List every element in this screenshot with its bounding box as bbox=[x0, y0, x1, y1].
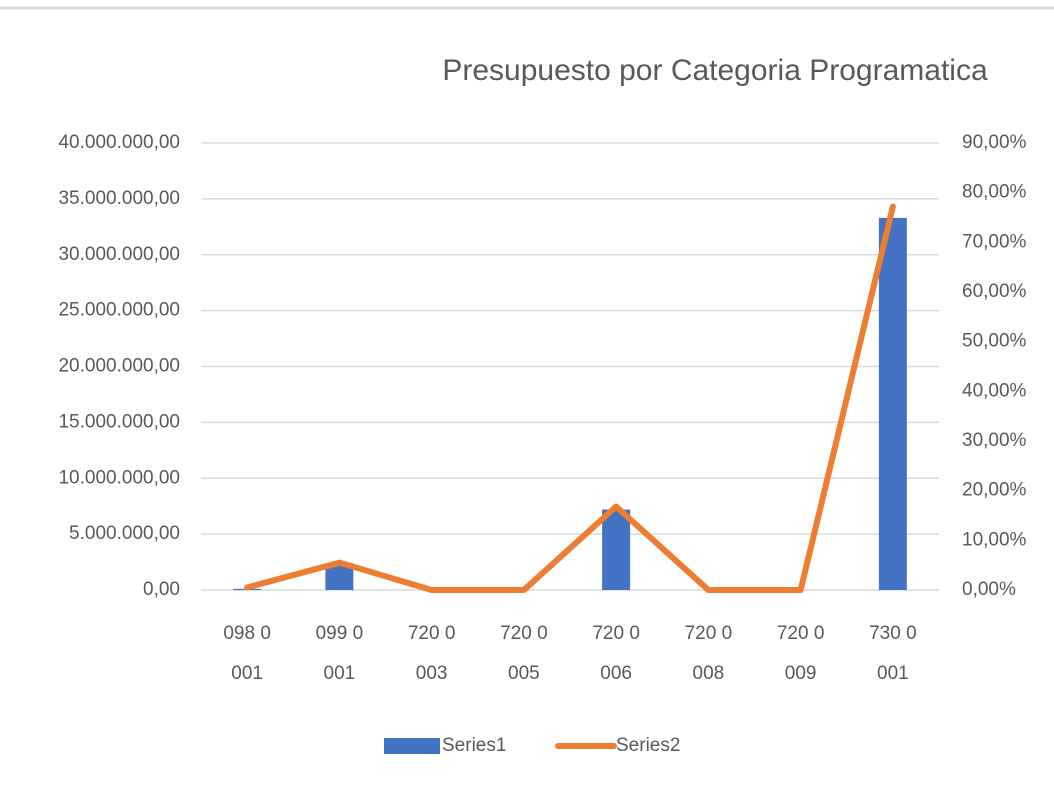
y-tick-label: 35.000.000,00 bbox=[58, 188, 180, 209]
y2-tick-label: 70,00% bbox=[962, 231, 1027, 252]
legend-label: Series1 bbox=[442, 735, 506, 756]
line bbox=[244, 203, 896, 593]
y-tick-label: 40.000.000,00 bbox=[58, 132, 180, 153]
y2-tick-label: 10,00% bbox=[962, 529, 1027, 550]
bar bbox=[602, 509, 631, 590]
y-tick-label: 25.000.000,00 bbox=[58, 300, 180, 321]
legend-swatch bbox=[384, 738, 440, 754]
x-tick-label: 720 0 009 bbox=[777, 623, 825, 684]
x-tick-label: 099 0 001 bbox=[316, 623, 364, 684]
y2-tick-label: 50,00% bbox=[962, 331, 1027, 352]
y2-tick-label: 60,00% bbox=[962, 281, 1027, 302]
y-tick-label: 15.000.000,00 bbox=[58, 411, 180, 432]
x-tick-label: 720 0 005 bbox=[500, 623, 548, 684]
x-tick-label: 098 0 001 bbox=[223, 623, 271, 684]
y-tick-label: 5.000.000,00 bbox=[69, 523, 180, 544]
bar bbox=[878, 217, 907, 590]
chart-title: Presupuesto por Categoria Programatica bbox=[442, 54, 988, 87]
y2-tick-label: 90,00% bbox=[962, 132, 1027, 153]
y2-tick-label: 40,00% bbox=[962, 380, 1027, 401]
y-tick-label: 10.000.000,00 bbox=[58, 467, 180, 488]
x-tick-label: 720 0 008 bbox=[685, 623, 733, 684]
x-tick-label: 720 0 003 bbox=[408, 623, 456, 684]
x-tick-label: 720 0 006 bbox=[592, 623, 640, 684]
y2-tick-label: 20,00% bbox=[962, 480, 1027, 501]
y2-tick-label: 0,00% bbox=[962, 579, 1016, 600]
y-tick-label: 20.000.000,00 bbox=[58, 356, 180, 377]
y-tick-label: 0,00 bbox=[143, 579, 180, 600]
y-tick-label: 30.000.000,00 bbox=[58, 244, 180, 265]
legend-label: Series2 bbox=[616, 735, 680, 756]
y2-tick-label: 30,00% bbox=[962, 430, 1027, 451]
x-tick-label: 730 0 001 bbox=[869, 623, 917, 684]
y2-tick-label: 80,00% bbox=[962, 182, 1027, 203]
